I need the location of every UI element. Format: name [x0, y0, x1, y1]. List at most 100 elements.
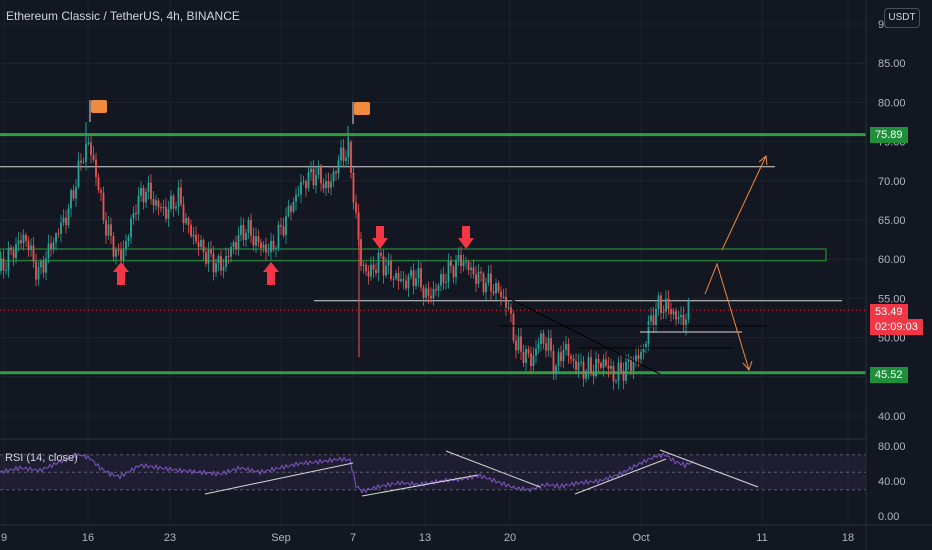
candle-body: [647, 321, 650, 344]
candle-body: [635, 355, 637, 363]
candle-body: [237, 234, 240, 249]
candle-body: [40, 260, 42, 268]
candle-body: [115, 249, 117, 257]
candle-body: [512, 313, 515, 341]
candle-body: [175, 206, 177, 209]
candle-body: [660, 295, 662, 313]
candle-body: [607, 365, 610, 369]
candle-body: [560, 352, 562, 362]
candle-body: [177, 187, 180, 207]
candle-body: [382, 255, 385, 276]
candle-body: [67, 208, 70, 226]
candle-body: [245, 232, 247, 240]
candle-body: [275, 248, 277, 250]
candle-body: [282, 226, 285, 236]
candle-body: [292, 201, 295, 212]
candle-body: [395, 273, 397, 279]
candle-body: [195, 234, 197, 242]
candle-body: [570, 356, 572, 359]
candle-body: [60, 222, 62, 234]
candle-body: [557, 352, 560, 367]
grid: [0, 0, 866, 525]
candle-body: [157, 200, 160, 208]
candle-body: [550, 338, 552, 351]
candle-body: [527, 349, 530, 354]
currency-button[interactable]: USDT: [884, 8, 920, 28]
candle-body: [497, 283, 500, 292]
candle-body: [142, 187, 145, 203]
candle-body: [210, 249, 212, 254]
candle-body: [410, 270, 412, 277]
candle-body: [80, 160, 82, 163]
candle-body: [197, 241, 200, 248]
candle-body: [202, 240, 205, 253]
candle-body: [525, 349, 527, 363]
time-tick-label: 7: [350, 532, 356, 544]
candle-body: [182, 204, 185, 224]
candle-body: [312, 168, 315, 186]
candle-body: [622, 370, 625, 381]
down-arrow: [372, 226, 388, 249]
candle-body: [65, 217, 67, 226]
candle-body: [577, 362, 580, 370]
candle-body: [50, 243, 52, 249]
candle-body: [125, 240, 127, 249]
candle-body: [127, 237, 130, 241]
candle-body: [205, 252, 207, 264]
candle-body: [307, 172, 310, 189]
candle-body: [417, 268, 420, 279]
candle-body: [670, 309, 672, 315]
candle-body: [30, 245, 32, 251]
candle-body: [672, 311, 675, 315]
candle-body: [167, 208, 170, 219]
candle-body: [545, 343, 547, 351]
candle-body: [2, 258, 5, 271]
candle-body: [45, 258, 47, 273]
candle-body: [602, 359, 605, 368]
candle-body: [300, 182, 302, 195]
zones: [0, 133, 866, 375]
candle-body: [295, 194, 297, 202]
candle-body: [400, 279, 402, 281]
candle-body: [487, 273, 490, 284]
candle-body: [325, 181, 327, 189]
up-arrow: [113, 262, 129, 285]
candle-body: [665, 298, 667, 312]
candle-body: [475, 274, 477, 284]
candle-body: [232, 242, 235, 247]
candle-body: [280, 224, 282, 227]
candle-body: [430, 295, 432, 299]
candle-body: [552, 350, 555, 374]
candle-body: [190, 224, 192, 237]
candle-body: [90, 142, 92, 155]
candle-body: [655, 308, 657, 327]
candle-body: [10, 247, 12, 251]
candle-body: [70, 190, 72, 209]
candle-body: [650, 315, 652, 322]
candle-body: [575, 360, 577, 370]
candle-body: [287, 205, 290, 216]
flag: [91, 100, 107, 113]
candle-body: [277, 224, 280, 249]
candle-body: [640, 351, 642, 360]
candle-body: [335, 171, 337, 174]
rsi-trend-line: [574, 458, 667, 495]
candle-body: [172, 195, 175, 209]
resistance-price-tag: 75.89: [870, 127, 908, 143]
candle-body: [590, 357, 592, 374]
rsi-title: RSI (14, close): [5, 452, 78, 464]
candle-body: [532, 355, 535, 367]
candle-body: [117, 249, 120, 251]
candle-body: [565, 343, 567, 350]
candle-body: [422, 287, 425, 298]
support-price-tag: 45.52: [870, 367, 908, 383]
time-tick-label: 18: [842, 532, 854, 544]
time-tick-label: Sep: [271, 532, 291, 544]
candle-body: [685, 319, 687, 328]
projection-arrowhead: [758, 155, 768, 166]
rsi-tick-label: 40.00: [878, 476, 906, 488]
candle-body: [657, 295, 660, 309]
candle-body: [77, 160, 80, 187]
candle-body: [567, 343, 570, 357]
candle-body: [680, 314, 682, 318]
